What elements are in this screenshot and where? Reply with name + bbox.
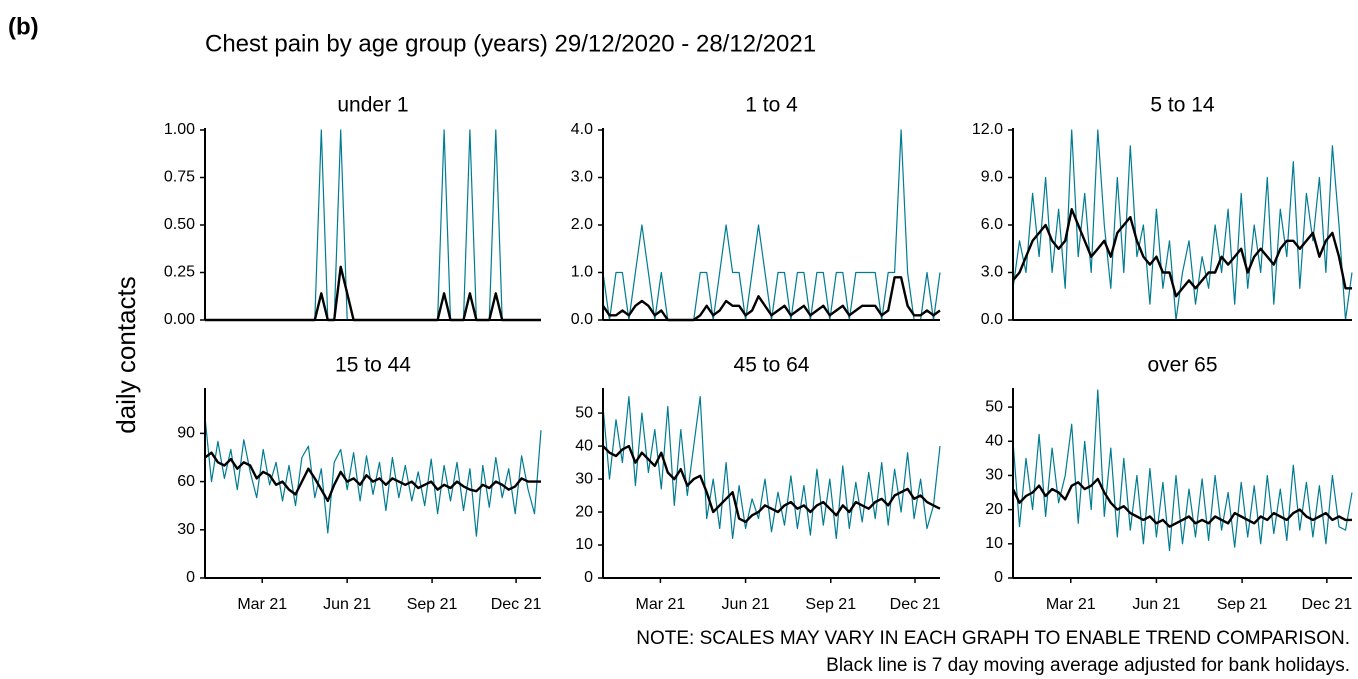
y-tick-label: 40 [985, 432, 1003, 449]
y-tick-label: 1.00 [164, 121, 195, 138]
average-line [1012, 208, 1352, 298]
y-tick-label: 10 [985, 535, 1003, 552]
y-tick-label: 40 [575, 437, 593, 454]
y-tick-label: 0.50 [164, 216, 195, 233]
note: Black line is 7 day moving average adjus… [826, 655, 1350, 676]
panel-title: 5 to 14 [1150, 94, 1215, 117]
x-tick-label: Dec 21 [890, 596, 941, 613]
y-tick-label: 0 [186, 569, 195, 586]
average-line [602, 444, 941, 524]
x-tick-label: Jun 21 [323, 596, 371, 613]
y-tick-label: 3.0 [571, 169, 593, 186]
daily-line [204, 417, 542, 537]
daily-line [602, 129, 941, 321]
y-tick-label: 0.0 [571, 311, 593, 328]
x-tick-label: Dec 21 [491, 596, 542, 613]
y-tick-label: 60 [177, 473, 195, 490]
x-tick-label: Dec 21 [1302, 596, 1353, 613]
y-tick-label: 6.0 [981, 216, 1003, 233]
x-tick-label: Sep 21 [407, 596, 458, 613]
x-tick-label: Jun 21 [1132, 596, 1180, 613]
y-tick-label: 12.0 [972, 121, 1003, 138]
average-line [602, 276, 941, 322]
y-tick-label: 90 [177, 425, 195, 442]
y-tick-label: 50 [575, 404, 593, 421]
y-tick-label: 0.75 [164, 169, 195, 186]
y-tick-label: 30 [985, 467, 1003, 484]
y-tick-label: 10 [575, 536, 593, 553]
panel-title: 15 to 44 [335, 354, 411, 377]
y-tick-label: 9.0 [981, 169, 1003, 186]
panel-label: (b) [8, 13, 39, 40]
x-tick-label: Mar 21 [636, 596, 686, 613]
y-tick-label: 1.0 [571, 264, 593, 281]
y-tick-label: 3.0 [981, 264, 1003, 281]
daily-line [205, 129, 541, 321]
y-tick-label: 0 [584, 569, 593, 586]
daily-line [602, 396, 941, 539]
x-tick-label: Sep 21 [1217, 596, 1268, 613]
y-axis-label: daily contacts [111, 276, 141, 434]
panel-title: under 1 [337, 94, 408, 117]
y-tick-label: 2.0 [571, 216, 593, 233]
note: NOTE: SCALES MAY VARY IN EACH GRAPH TO E… [636, 628, 1350, 649]
y-tick-label: 0 [994, 569, 1003, 586]
y-tick-label: 4.0 [571, 121, 593, 138]
y-tick-label: 20 [985, 501, 1003, 518]
x-tick-label: Sep 21 [805, 596, 856, 613]
daily-line [1012, 129, 1353, 321]
y-tick-label: 30 [575, 470, 593, 487]
y-tick-label: 50 [985, 398, 1003, 415]
y-tick-label: 0.25 [164, 264, 195, 281]
panel-title: over 65 [1147, 354, 1217, 377]
y-tick-label: 20 [575, 503, 593, 520]
daily-line [1012, 389, 1353, 552]
y-tick-label: 0.0 [981, 311, 1003, 328]
average-line [204, 451, 541, 503]
x-tick-label: Jun 21 [722, 596, 770, 613]
panel-title: 45 to 64 [734, 354, 810, 377]
x-tick-label: Mar 21 [1046, 596, 1096, 613]
figure-title: Chest pain by age group (years) 29/12/20… [205, 30, 816, 57]
y-tick-label: 0.00 [164, 311, 195, 328]
average-line [1011, 477, 1352, 528]
y-tick-label: 30 [177, 521, 195, 538]
panel-title: 1 to 4 [745, 94, 798, 117]
x-tick-label: Mar 21 [237, 596, 287, 613]
